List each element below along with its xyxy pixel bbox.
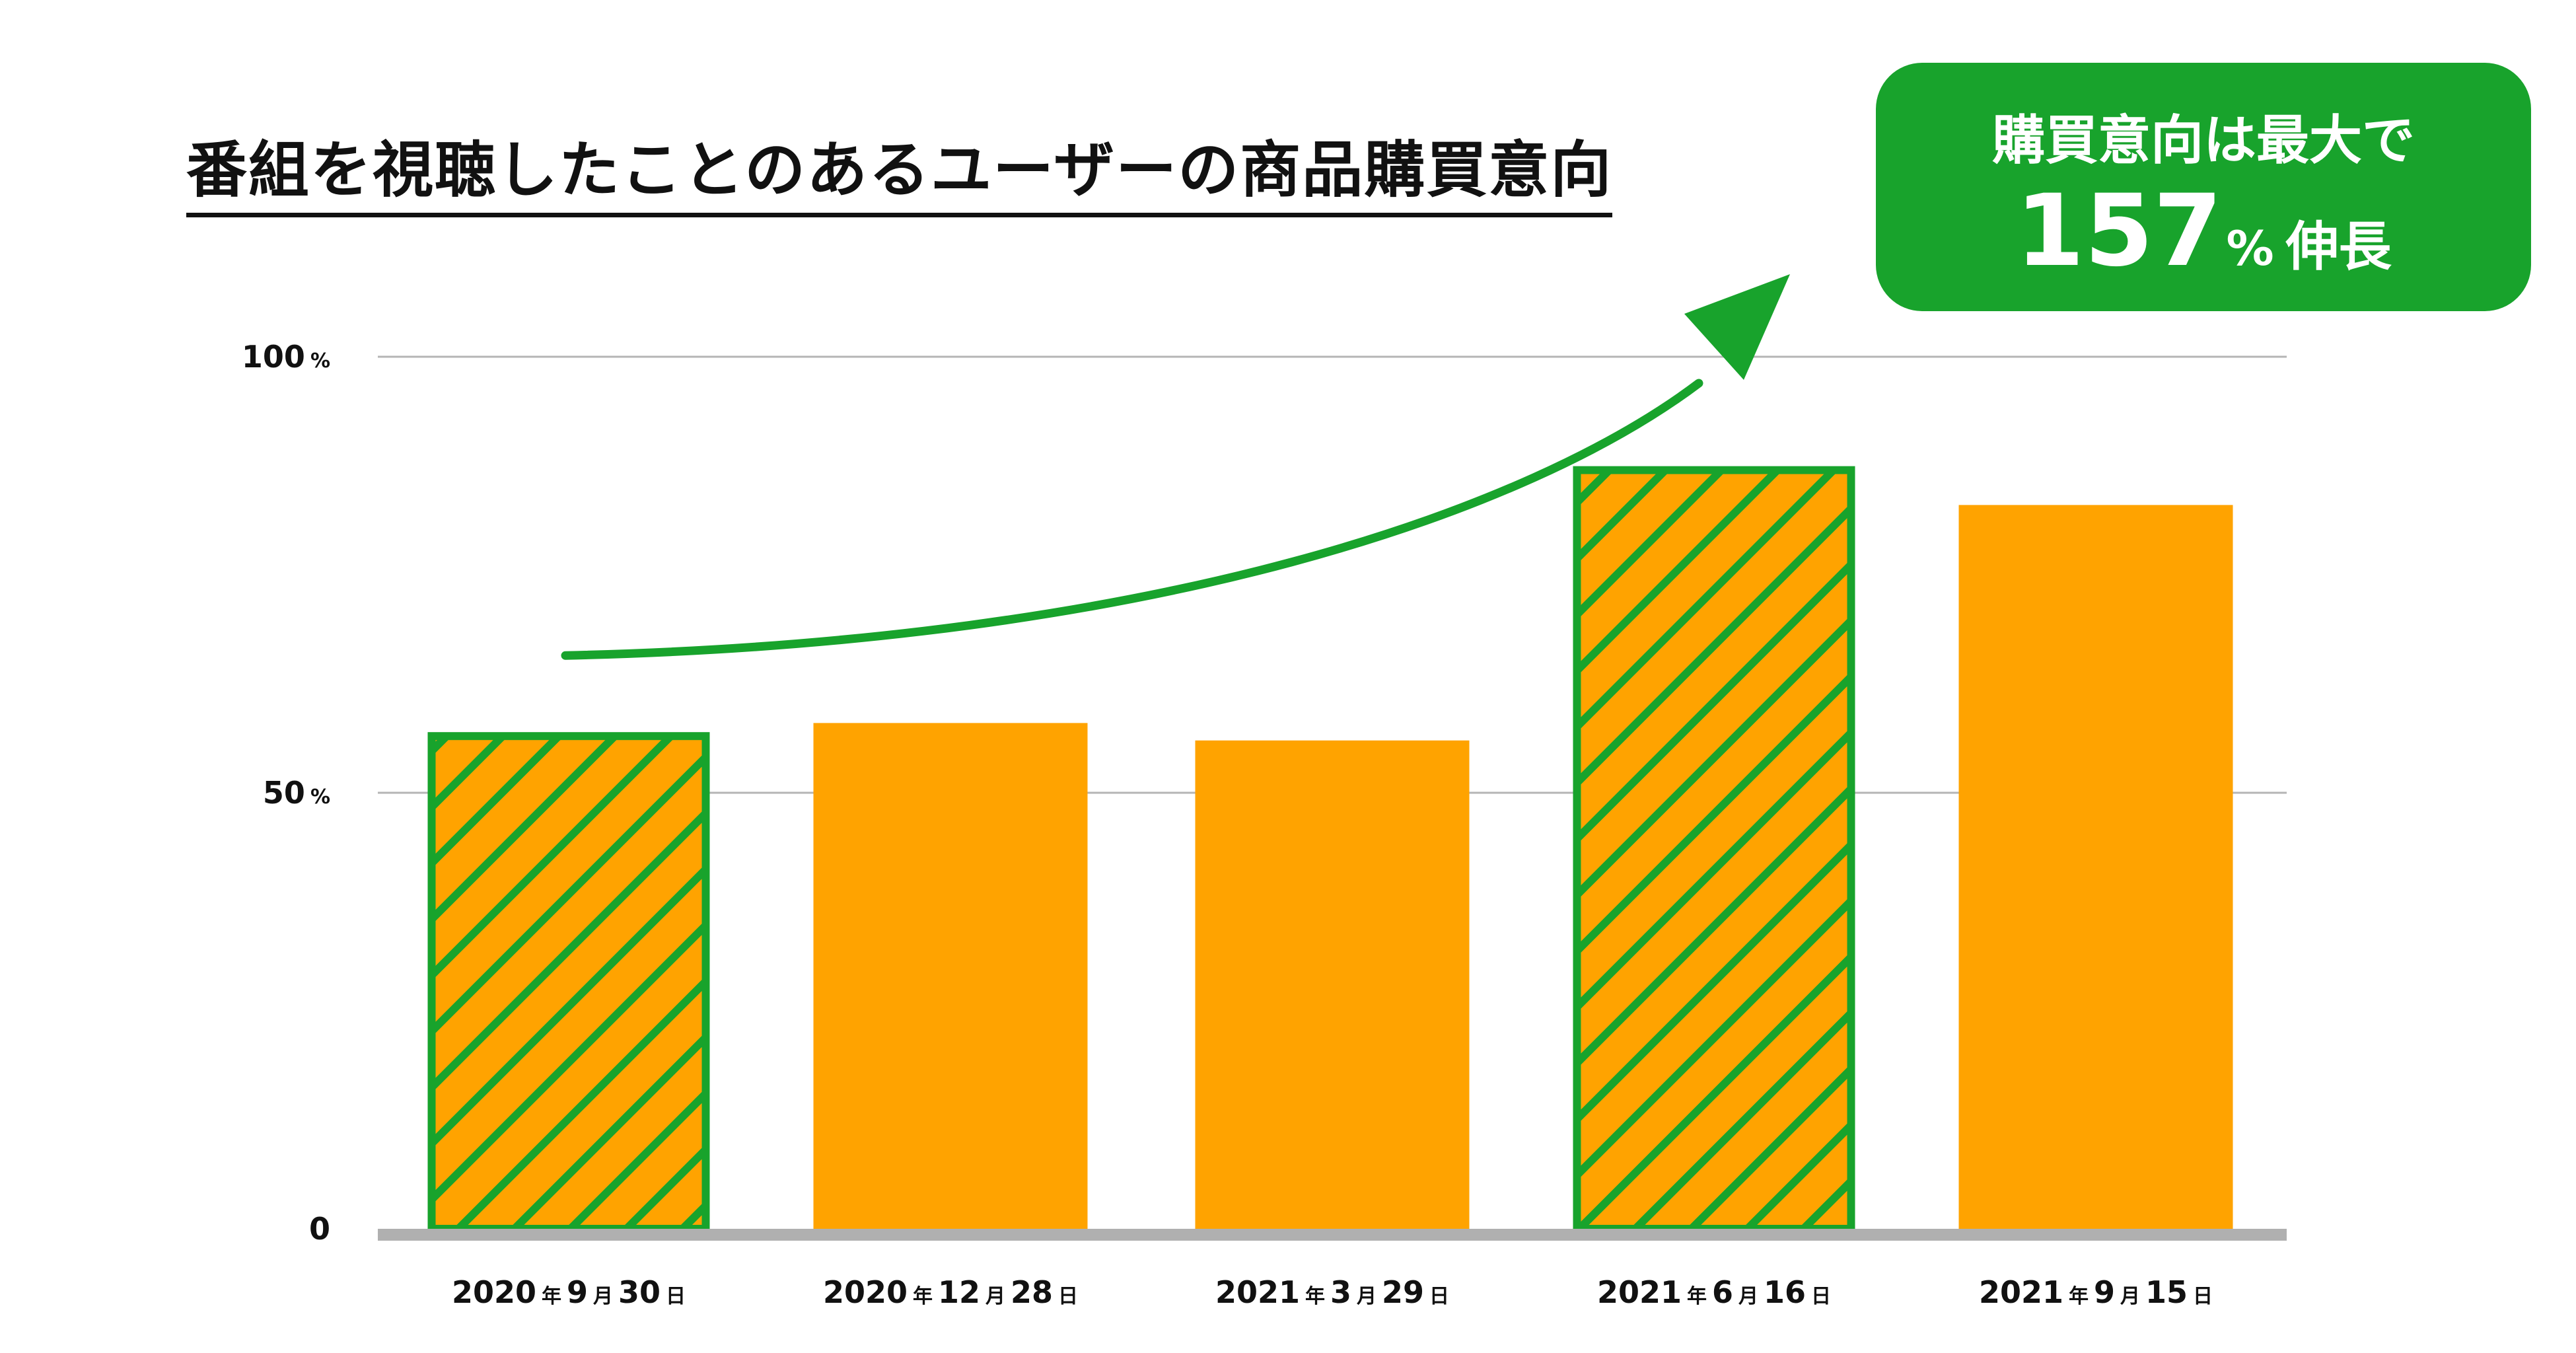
x-label-month-suffix: 月 [1357, 1285, 1377, 1308]
x-tick-label-1: 2020 年 12 月 28 日 [823, 1274, 1078, 1310]
x-label-year: 2021 [1979, 1274, 2063, 1310]
x-label-year: 2021 [1215, 1274, 1300, 1310]
x-label-year-suffix: 年 [1305, 1285, 1325, 1308]
x-label-day: 15 [2145, 1274, 2188, 1310]
trend-arrow-head [1684, 274, 1790, 380]
x-label-year-suffix: 年 [913, 1285, 933, 1308]
bar-0 [427, 732, 710, 1233]
trend-arrow-line [561, 379, 1703, 660]
y-tick-unit: % [310, 786, 330, 809]
x-label-year-suffix: 年 [1687, 1285, 1707, 1308]
x-label-day-suffix: 日 [1058, 1285, 1078, 1308]
x-label-month-suffix: 月 [985, 1285, 1005, 1308]
x-label-day: 29 [1382, 1274, 1424, 1310]
x-label-month: 9 [567, 1274, 588, 1310]
x-label-day-suffix: 日 [1811, 1285, 1831, 1308]
callout-line1: 購買意向は最大で [1992, 110, 2415, 171]
x-label-day-suffix: 日 [2193, 1285, 2213, 1308]
x-axis-baseline [378, 1229, 2287, 1241]
y-tick-num: 100 [242, 339, 305, 375]
callout-box: 購買意向は最大で 157% 伸長 [1876, 63, 2531, 311]
chart-title: 番組を視聴したことのあるユーザーの商品購買意向 [186, 131, 1613, 217]
x-label-year-suffix: 年 [542, 1285, 561, 1308]
bar-3 [1573, 466, 1855, 1233]
x-tick-label-3: 2021 年 6 月 16 日 [1597, 1274, 1831, 1310]
y-tick-label-100: 100% [242, 339, 330, 375]
callout-suffix: 伸長 [2285, 216, 2392, 277]
x-label-year: 2020 [823, 1274, 908, 1310]
x-label-day: 16 [1764, 1274, 1806, 1310]
axis [378, 1229, 2287, 1241]
x-label-month: 3 [1330, 1274, 1351, 1310]
x-label-month: 9 [2094, 1274, 2115, 1310]
x-label-month-suffix: 月 [593, 1285, 613, 1308]
callout-line2: 157% 伸長 [1876, 178, 2531, 314]
x-tick-label-4: 2021 年 9 月 15 日 [1979, 1274, 2213, 1310]
bar-4 [1958, 505, 2233, 1229]
y-tick-num: 50 [263, 775, 305, 811]
bars [427, 466, 2233, 1233]
x-label-month-suffix: 月 [2120, 1285, 2140, 1308]
x-label-day-suffix: 日 [666, 1285, 686, 1308]
x-label-month-suffix: 月 [1738, 1285, 1758, 1308]
callout-value: 157 [2015, 174, 2223, 289]
x-label-year: 2021 [1597, 1274, 1682, 1310]
bar-2 [1195, 740, 1470, 1229]
callout-unit: % [2226, 221, 2274, 276]
y-tick-unit: % [310, 349, 330, 373]
x-label-year-suffix: 年 [2069, 1285, 2089, 1308]
x-label-day: 30 [618, 1274, 661, 1310]
x-label-month: 6 [1712, 1274, 1733, 1310]
bar-1 [813, 723, 1088, 1229]
y-tick-label-0: 0 [309, 1211, 330, 1247]
x-label-day-suffix: 日 [1429, 1285, 1449, 1308]
x-label-month: 12 [938, 1274, 980, 1310]
labels: 050 %100 %2020 年 9 月 30 日 2020 年 12 月 28 日 2021 年 3 月 29 日 2… [242, 339, 2213, 1310]
trend-arrow [561, 274, 1790, 660]
x-label-year: 2020 [452, 1274, 536, 1310]
y-tick-num: 0 [309, 1211, 330, 1247]
x-tick-label-0: 2020 年 9 月 30 日 [452, 1274, 686, 1310]
y-tick-label-50: 50% [263, 775, 330, 811]
x-tick-label-2: 2021 年 3 月 29 日 [1215, 1274, 1449, 1310]
x-label-day: 28 [1011, 1274, 1053, 1310]
